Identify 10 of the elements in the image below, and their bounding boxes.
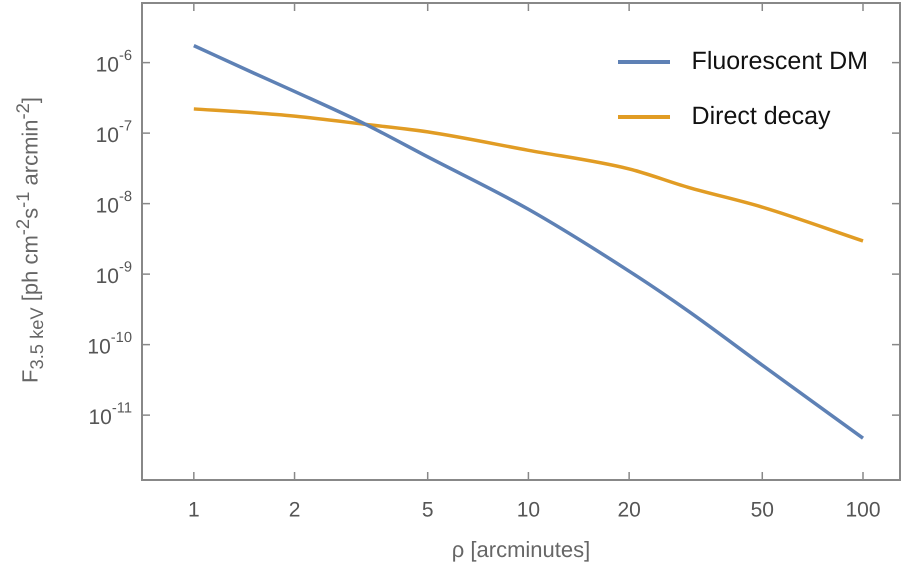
x-tick-label: 20 <box>617 498 641 522</box>
legend-label: Direct decay <box>692 102 830 131</box>
x-tick-label: 100 <box>845 498 881 522</box>
x-tick-label: 1 <box>188 498 200 522</box>
x-tick-label: 50 <box>750 498 774 522</box>
x-tick-label: 10 <box>516 498 540 522</box>
x-tick-label: 5 <box>422 498 434 522</box>
legend-label: Fluorescent DM <box>692 47 868 76</box>
x-axis-title: ρ [arcminutes] <box>452 536 590 562</box>
x-tick-label: 2 <box>288 498 300 522</box>
